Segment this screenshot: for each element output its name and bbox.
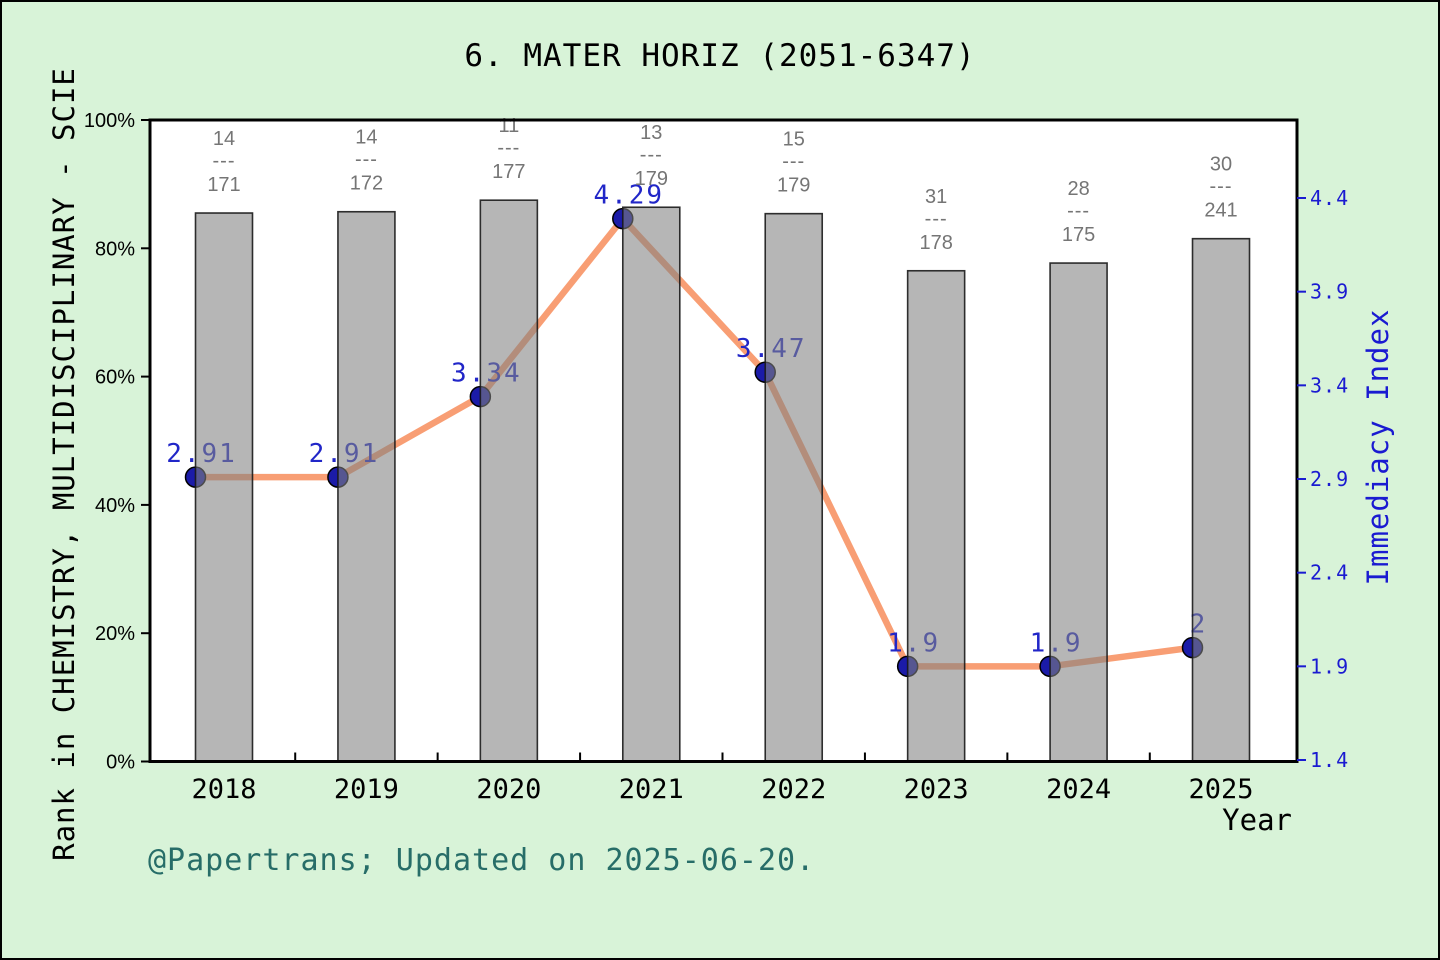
x-axis-tick-label: 2021 <box>619 774 684 805</box>
left-axis-tick-label: 0% <box>106 752 135 774</box>
x-axis-tick-label: 2018 <box>191 774 256 805</box>
right-axis-tick-label: 4.4 <box>1310 186 1349 210</box>
right-axis-tick-label: 1.9 <box>1310 654 1349 678</box>
bar <box>337 210 396 763</box>
right-axis-tick-label: 2.9 <box>1310 467 1349 491</box>
rank-numerator: 11 <box>498 115 519 137</box>
rank-separator: --- <box>640 144 663 166</box>
value-label: 4.29 <box>593 181 664 211</box>
left-axis-tick-label: 80% <box>95 238 135 260</box>
rank-separator: --- <box>497 137 520 159</box>
rank-numerator: 14 <box>213 128 235 150</box>
rank-denominator: 179 <box>777 175 810 197</box>
rank-denominator: 171 <box>207 174 240 196</box>
rank-numerator: 14 <box>355 127 377 149</box>
rank-numerator: 15 <box>783 129 805 151</box>
x-axis-tick-label: 2024 <box>1046 774 1111 805</box>
right-axis-tick-label: 3.4 <box>1310 373 1349 397</box>
right-axis-tick-label: 1.4 <box>1310 748 1349 772</box>
x-axis-tick-label: 2022 <box>761 774 826 805</box>
bar <box>764 212 824 763</box>
x-axis-tick-label: 2019 <box>334 774 399 805</box>
left-axis-tick-label: 40% <box>95 495 135 517</box>
bar <box>906 269 966 763</box>
x-axis-title: Year <box>1222 803 1292 837</box>
x-axis-tick-label: 2020 <box>476 774 541 805</box>
bar <box>621 206 681 763</box>
rank-numerator: 28 <box>1067 178 1089 200</box>
bar <box>194 212 254 763</box>
rank-separator: --- <box>925 208 948 230</box>
rank-separator: --- <box>1067 200 1090 222</box>
left-axis-tick-label: 20% <box>95 623 135 645</box>
right-axis-tick-label: 2.4 <box>1310 561 1349 585</box>
rank-denominator: 177 <box>492 161 525 183</box>
left-axis-tick-label: 60% <box>95 367 135 389</box>
x-axis-tick-label: 2025 <box>1188 774 1253 805</box>
bar <box>1191 237 1251 763</box>
rank-separator: --- <box>355 149 378 171</box>
rank-denominator: 179 <box>635 168 668 190</box>
bar <box>1049 262 1108 763</box>
left-axis-tick-label: 100% <box>84 110 135 132</box>
bar <box>479 199 539 763</box>
rank-separator: --- <box>1210 176 1233 198</box>
rank-denominator: 241 <box>1204 200 1237 222</box>
rank-numerator: 13 <box>640 122 662 144</box>
rank-denominator: 175 <box>1062 224 1095 246</box>
right-axis-tick-label: 3.9 <box>1310 280 1349 304</box>
chart-title: 6. MATER HORIZ (2051-6347) <box>464 38 976 74</box>
rank-separator: --- <box>213 150 236 172</box>
rank-separator: --- <box>782 151 805 173</box>
rank-numerator: 30 <box>1210 154 1232 176</box>
x-axis-tick-label: 2023 <box>904 774 969 805</box>
attribution-footer: @Papertrans; Updated on 2025-06-20. <box>148 843 816 878</box>
rank-denominator: 178 <box>919 232 952 254</box>
rank-numerator: 31 <box>925 186 947 208</box>
rank-denominator: 172 <box>350 173 383 195</box>
